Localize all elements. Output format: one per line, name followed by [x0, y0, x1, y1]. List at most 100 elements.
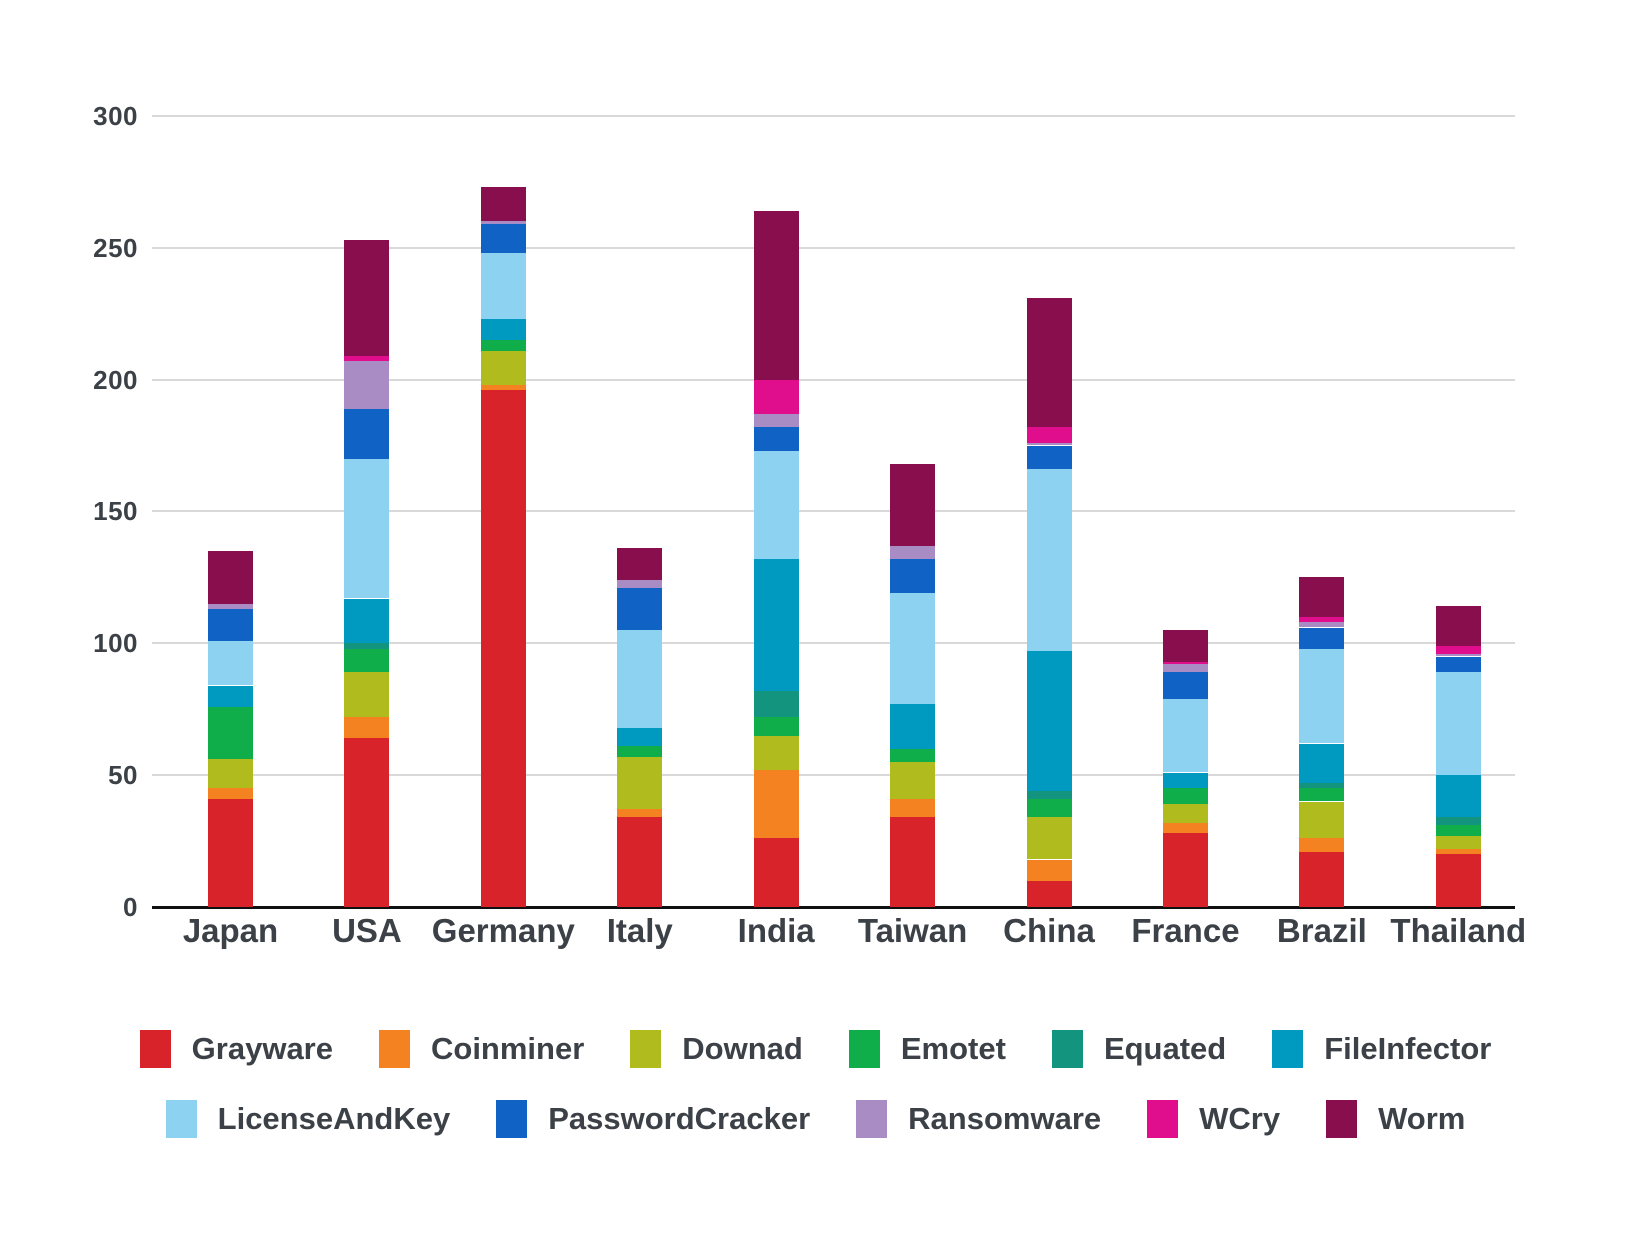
- bar-segment-ransomware-china: [1026, 442, 1072, 446]
- bar-segment-emotet-india: [753, 717, 799, 736]
- bar-segment-worm-usa: [344, 239, 390, 356]
- bar-segment-emotet-thailand: [1435, 825, 1481, 836]
- legend-swatch-equated: [1051, 1030, 1083, 1068]
- bar-segment-passwordcracker-germany: [480, 224, 526, 253]
- legend-row-1: Grayware Coinminer Downad Emotet Equated File…: [0, 1030, 1631, 1068]
- bar-segment-equated-india: [753, 690, 799, 718]
- legend-label-licenseandkey: LicenseAndKey: [217, 1101, 451, 1136]
- x-category-label-brazil: Brazil: [1276, 912, 1367, 949]
- legend-swatch-wcry: [1147, 1100, 1179, 1138]
- bar-segment-worm-germany: [480, 187, 526, 222]
- bar-segment-fileinfector-germany: [480, 318, 526, 340]
- y-tick-label-50: 50: [108, 760, 138, 791]
- bar-segment-grayware-taiwan: [890, 817, 936, 907]
- bar-segment-licenseandkey-india: [753, 450, 799, 559]
- legend-label-emotet: Emotet: [900, 1031, 1006, 1066]
- bar-segment-passwordcracker-taiwan: [890, 558, 936, 594]
- bar-segment-coinminer-germany: [480, 384, 526, 391]
- bar-segment-coinminer-thailand: [1435, 849, 1481, 855]
- bar-segment-emotet-japan: [208, 706, 253, 760]
- y-tick-label-200: 200: [93, 364, 138, 395]
- gridline-y-150: [152, 510, 1515, 513]
- bar-segment-downad-thailand: [1435, 835, 1481, 849]
- legend-swatch-passwordcracker: [496, 1100, 528, 1138]
- bar-segment-downad-france: [1162, 804, 1208, 823]
- legend-item-passwordcracker: PasswordCracker: [496, 1100, 810, 1138]
- bar-segment-grayware-china: [1026, 880, 1072, 907]
- legend-swatch-emotet: [848, 1030, 880, 1068]
- bar-segment-worm-france: [1162, 630, 1208, 662]
- legend-row-2: LicenseAndKey PasswordCracker Ransomware WC…: [0, 1100, 1631, 1138]
- legend-item-worm: Worm: [1326, 1100, 1465, 1138]
- bar-segment-equated-brazil: [1299, 783, 1345, 789]
- bar-segment-passwordcracker-china: [1026, 445, 1072, 470]
- bar-segment-grayware-india: [753, 838, 799, 907]
- bar-segment-ransomware-taiwan: [890, 545, 936, 559]
- x-category-label-india: India: [737, 912, 815, 949]
- bar-segment-wcry-india: [753, 379, 799, 414]
- bar-segment-passwordcracker-brazil: [1299, 627, 1345, 649]
- bar-segment-licenseandkey-japan: [208, 640, 253, 686]
- gridline-y-100: [152, 642, 1515, 645]
- bar-segment-grayware-brazil: [1299, 851, 1345, 907]
- bar-segment-fileinfector-india: [753, 558, 799, 691]
- bar-segment-emotet-china: [1026, 798, 1072, 818]
- gridline-y-200: [152, 378, 1515, 381]
- legend-item-equated: Equated: [1051, 1030, 1226, 1068]
- legend-label-grayware: Grayware: [191, 1031, 333, 1066]
- x-category-label-china: China: [1003, 912, 1095, 949]
- bar-segment-ransomware-germany: [480, 221, 526, 224]
- bar-segment-ransomware-france: [1162, 664, 1208, 673]
- legend-swatch-ransomware: [856, 1100, 888, 1138]
- bar-segment-wcry-brazil: [1299, 616, 1345, 623]
- bar-segment-fileinfector-taiwan: [890, 704, 936, 749]
- legend-item-emotet: Emotet: [848, 1030, 1006, 1068]
- bar-segment-coinminer-brazil: [1299, 838, 1345, 852]
- bar-segment-licenseandkey-taiwan: [890, 593, 936, 704]
- bar-segment-grayware-france: [1162, 833, 1208, 907]
- bar-segment-downad-india: [753, 735, 799, 770]
- bar-segment-emotet-italy: [617, 746, 663, 757]
- legend-label-wcry: WCry: [1199, 1101, 1281, 1136]
- bar-segment-passwordcracker-france: [1162, 672, 1208, 699]
- bar-segment-downad-usa: [344, 672, 390, 718]
- bar-segment-licenseandkey-france: [1162, 698, 1208, 773]
- bar-segment-downad-italy: [617, 756, 663, 810]
- legend-swatch-downad: [630, 1030, 662, 1068]
- bar-segment-emotet-france: [1162, 788, 1208, 805]
- bar-segment-fileinfector-brazil: [1299, 743, 1345, 784]
- bar-segment-worm-china: [1026, 297, 1072, 428]
- bar-segment-fileinfector-china: [1026, 651, 1072, 791]
- bar-segment-fileinfector-italy: [617, 727, 663, 747]
- bar-segment-equated-usa: [344, 643, 390, 649]
- gridline-y-300: [152, 114, 1515, 117]
- gridline-y-50: [152, 774, 1515, 777]
- bar-segment-coinminer-taiwan: [890, 798, 936, 818]
- bar-segment-grayware-japan: [208, 798, 253, 907]
- bar-segment-wcry-usa: [344, 355, 390, 362]
- bar-segment-passwordcracker-india: [753, 427, 799, 451]
- legend-item-licenseandkey: LicenseAndKey: [165, 1100, 451, 1138]
- bar-segment-licenseandkey-italy: [617, 630, 663, 728]
- bar-segment-emotet-usa: [344, 648, 390, 673]
- bar-segment-fileinfector-japan: [208, 685, 253, 707]
- legend-swatch-worm: [1326, 1100, 1358, 1138]
- bar-segment-ransomware-italy: [617, 580, 663, 588]
- bar-segment-worm-thailand: [1435, 606, 1481, 646]
- bar-segment-licenseandkey-thailand: [1435, 672, 1481, 776]
- bar-segment-wcry-thailand: [1435, 645, 1481, 654]
- bar-segment-worm-india: [753, 210, 799, 380]
- legend-swatch-grayware: [139, 1030, 171, 1068]
- bar-segment-worm-brazil: [1299, 577, 1345, 617]
- y-tick-label-300: 300: [93, 100, 138, 131]
- bar-segment-grayware-usa: [344, 738, 390, 907]
- legend-item-coinminer: Coinminer: [379, 1030, 584, 1068]
- bar-segment-ransomware-thailand: [1435, 653, 1481, 657]
- legend-label-worm: Worm: [1378, 1101, 1466, 1136]
- bar-segment-downad-brazil: [1299, 801, 1345, 839]
- legend-item-downad: Downad: [630, 1030, 803, 1068]
- bar-segment-wcry-china: [1026, 427, 1072, 443]
- bar-segment-licenseandkey-brazil: [1299, 648, 1345, 744]
- bar-segment-worm-taiwan: [890, 464, 936, 546]
- bar-segment-coinminer-india: [753, 769, 799, 839]
